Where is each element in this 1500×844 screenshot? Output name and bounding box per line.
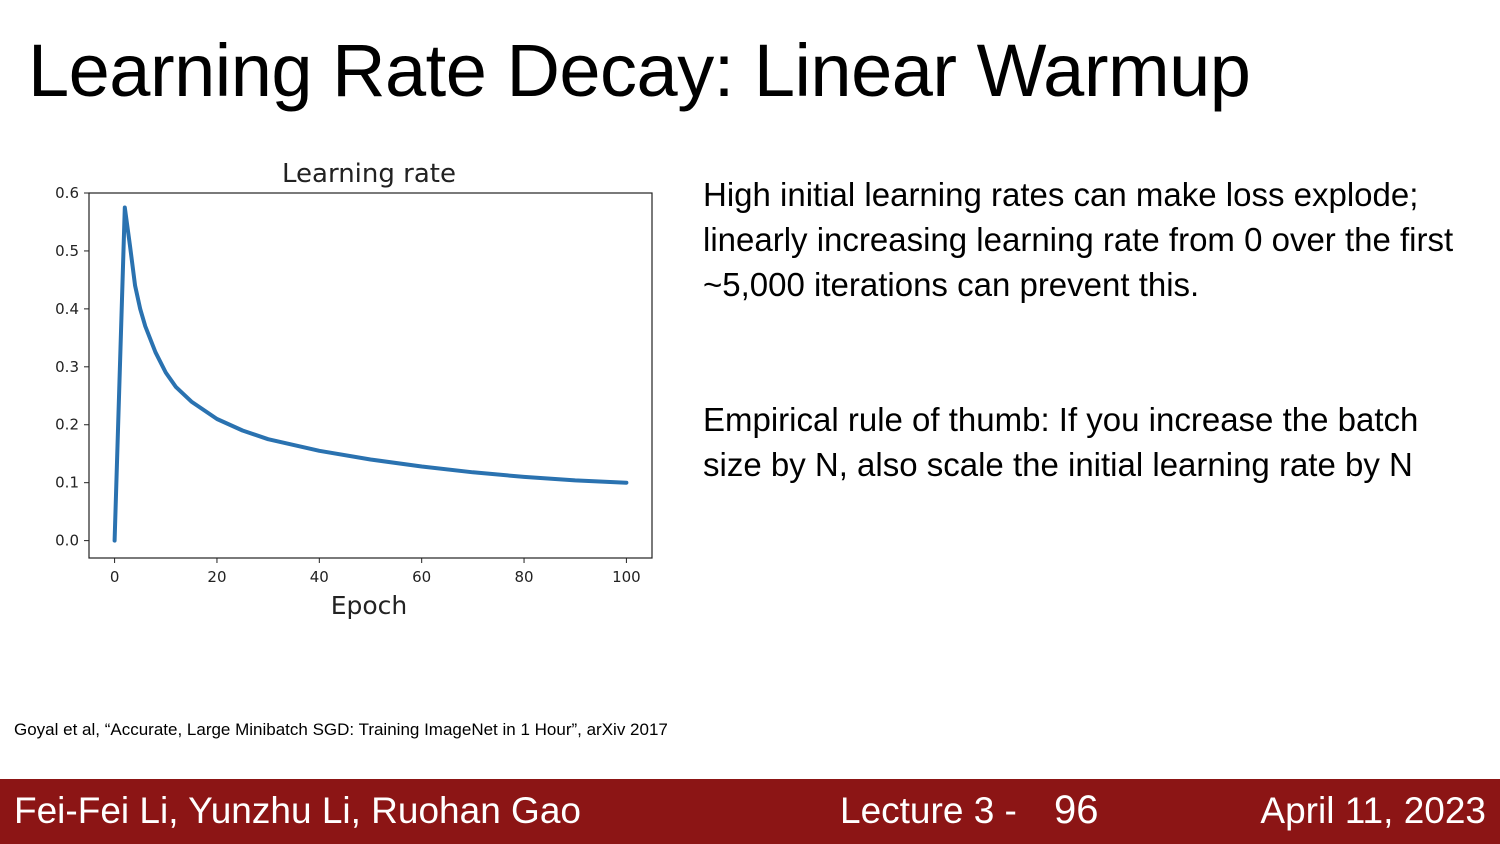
body-paragraph-1: High initial learning rates can make los… <box>703 176 1454 303</box>
footer-page-number: 96 <box>1054 788 1099 832</box>
slide-title: Learning Rate Decay: Linear Warmup <box>28 29 1251 112</box>
citation: Goyal et al, “Accurate, Large Minibatch … <box>14 720 668 739</box>
y-tick-label: 0.3 <box>55 358 79 376</box>
x-tick-label: 100 <box>612 568 641 586</box>
footer-date: April 11, 2023 <box>1260 790 1486 831</box>
y-tick-label: 0.1 <box>55 474 79 492</box>
x-tick-label: 0 <box>110 568 120 586</box>
x-tick-label: 80 <box>514 568 533 586</box>
learning-rate-chart: Learning rate 0 20 40 60 80 100 0.0 0.1 0.2 0.3 0.… <box>40 150 670 630</box>
x-axis-label: Epoch <box>331 591 408 620</box>
y-tick-label: 0.4 <box>55 300 79 318</box>
plot-frame <box>88 192 653 559</box>
x-tick-label: 20 <box>207 568 226 586</box>
plot-area: 0 20 40 60 80 100 0.0 0.1 0.2 0.3 0.4 0.5 0.6 <box>55 184 653 586</box>
y-tick-label: 0.5 <box>55 242 79 260</box>
chart-svg: Learning rate 0 20 40 60 80 100 0.0 0.1 0.2 0.3 0.… <box>55 159 653 620</box>
footer-authors: Fei-Fei Li, Yunzhu Li, Ruohan Gao <box>14 790 581 831</box>
x-tick-label: 60 <box>412 568 431 586</box>
x-tick-label: 40 <box>310 568 329 586</box>
y-tick-label: 0.0 <box>55 532 79 550</box>
learning-rate-line <box>112 205 629 543</box>
body-paragraph-2: Empirical rule of thumb: If you increase… <box>703 401 1419 483</box>
y-tick-label: 0.6 <box>55 184 79 202</box>
chart-title: Learning rate <box>282 159 456 189</box>
footer-bar: Fei-Fei Li, Yunzhu Li, Ruohan Gao Lectur… <box>0 779 1500 844</box>
y-tick-label: 0.2 <box>55 416 79 434</box>
footer-lecture: Lecture 3 - <box>840 790 1017 831</box>
